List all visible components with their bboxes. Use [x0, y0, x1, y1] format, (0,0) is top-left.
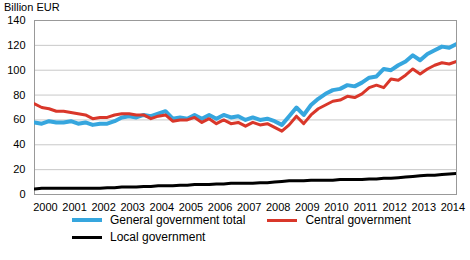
- svg-text:2002: 2002: [91, 201, 115, 212]
- svg-text:80: 80: [13, 89, 25, 101]
- svg-text:2000: 2000: [33, 201, 57, 212]
- html-text:General government total: General government total: [110, 213, 246, 227]
- svg-text:2003: 2003: [120, 201, 144, 212]
- svg-text:2008: 2008: [266, 201, 290, 212]
- svg-text:2001: 2001: [62, 201, 86, 212]
- svg-text:60: 60: [13, 113, 25, 125]
- svg-text:2009: 2009: [295, 201, 319, 212]
- svg-text:2012: 2012: [382, 201, 406, 212]
- svg-text:2005: 2005: [179, 201, 203, 212]
- svg-text:2013: 2013: [412, 201, 436, 212]
- svg-text:2010: 2010: [324, 201, 348, 212]
- html-text:Billion EUR: Billion EUR: [4, 1, 60, 13]
- svg-text:140: 140: [7, 14, 25, 26]
- html-text:Local government: Local government: [110, 230, 206, 244]
- svg-text:2007: 2007: [237, 201, 261, 212]
- svg-text:100: 100: [7, 64, 25, 76]
- svg-text:40: 40: [13, 138, 25, 150]
- svg-text:2011: 2011: [354, 201, 378, 212]
- svg-text:2014: 2014: [441, 201, 465, 212]
- svg-text:120: 120: [7, 39, 25, 51]
- html-text:Central government: Central government: [305, 213, 411, 227]
- svg-text:2006: 2006: [208, 201, 232, 212]
- svg-text:20: 20: [13, 163, 25, 175]
- svg-text:0: 0: [19, 188, 25, 200]
- svg-text:2004: 2004: [150, 201, 174, 212]
